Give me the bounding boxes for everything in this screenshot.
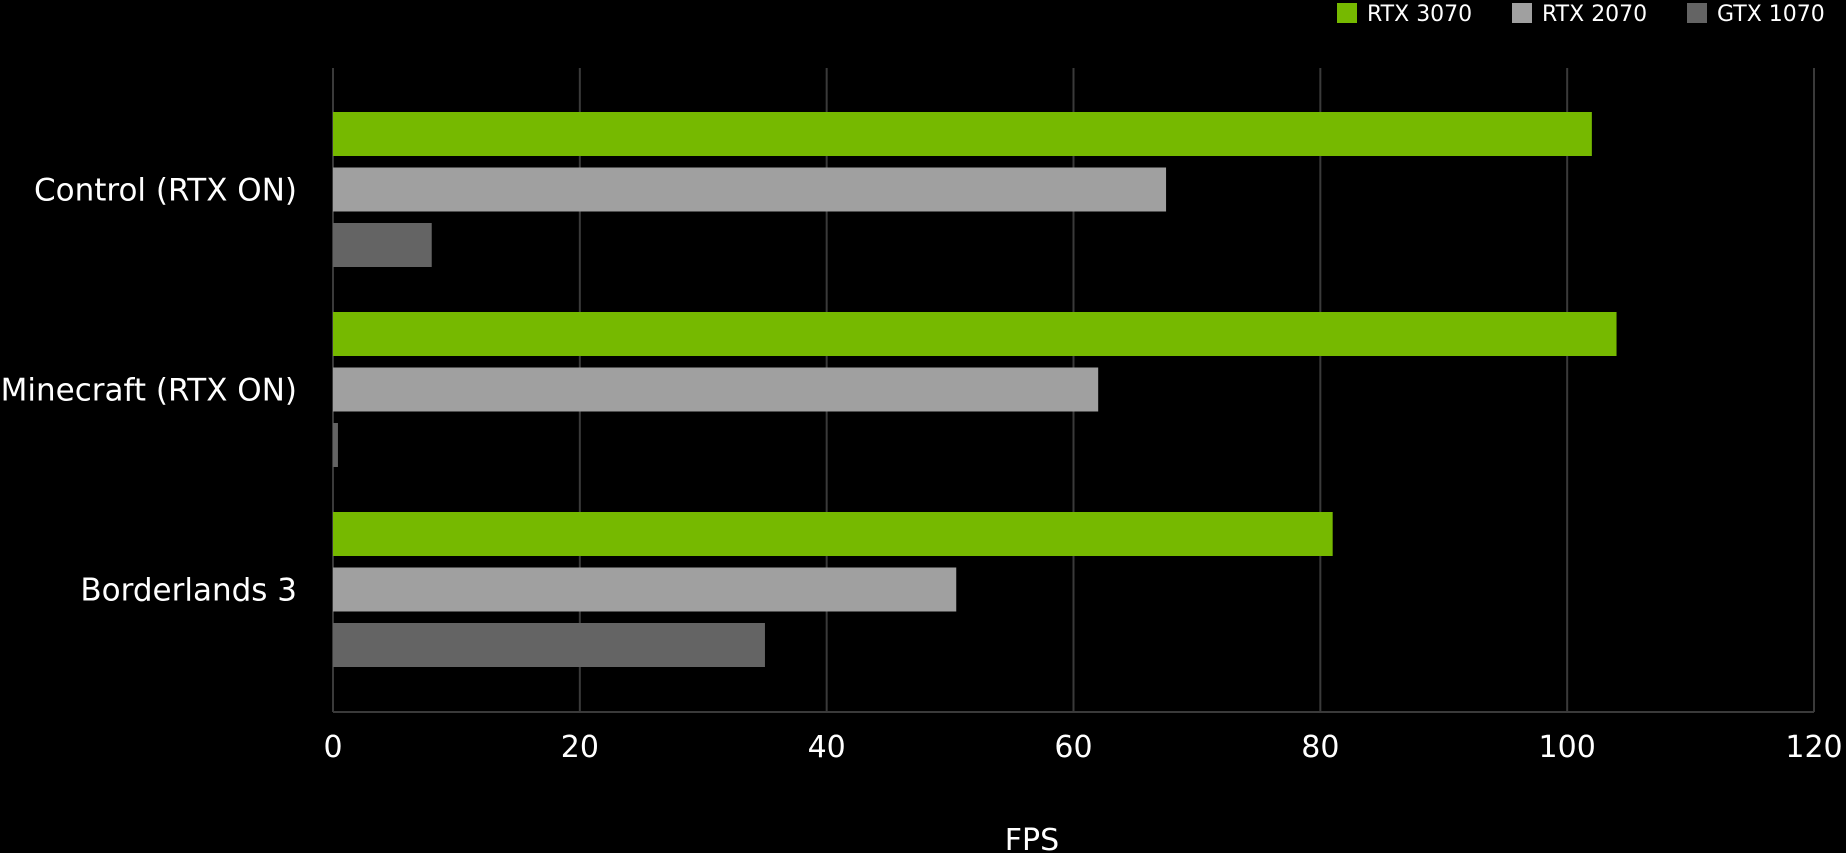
bar (333, 512, 1333, 556)
legend: RTX 3070 RTX 2070 GTX 1070 (1337, 2, 1825, 27)
bar (333, 312, 1617, 356)
legend-label: RTX 3070 (1367, 2, 1472, 27)
legend-label: RTX 2070 (1542, 2, 1647, 27)
x-tick-label: 20 (561, 730, 599, 765)
legend-swatch (1512, 3, 1532, 23)
category-label: Borderlands 3 (80, 573, 297, 609)
bar (333, 423, 338, 467)
x-tick-label: 120 (1785, 730, 1842, 765)
x-tick-label: 100 (1539, 730, 1596, 765)
legend-swatch (1337, 3, 1357, 23)
x-tick-label: 60 (1054, 730, 1092, 765)
bar (333, 567, 957, 612)
x-axis-label: FPS (1005, 823, 1059, 853)
x-axis-tick-labels: 0 20 40 60 80 100 120 (323, 730, 1842, 765)
legend-swatch (1687, 3, 1707, 23)
x-tick-label: 40 (808, 730, 846, 765)
x-tick-label: 0 (323, 730, 342, 765)
legend-label: GTX 1070 (1717, 2, 1825, 27)
bar (333, 623, 765, 667)
bar (333, 223, 432, 267)
category-label: Control (RTX ON) (34, 173, 297, 209)
x-tick-label: 80 (1301, 730, 1339, 765)
bar (333, 367, 1099, 412)
bars (333, 112, 1617, 667)
category-labels: Control (RTX ON) Minecraft (RTX ON) Border… (1, 173, 297, 609)
category-label: Minecraft (RTX ON) (1, 373, 297, 409)
bar (333, 167, 1167, 212)
bar (333, 112, 1592, 156)
